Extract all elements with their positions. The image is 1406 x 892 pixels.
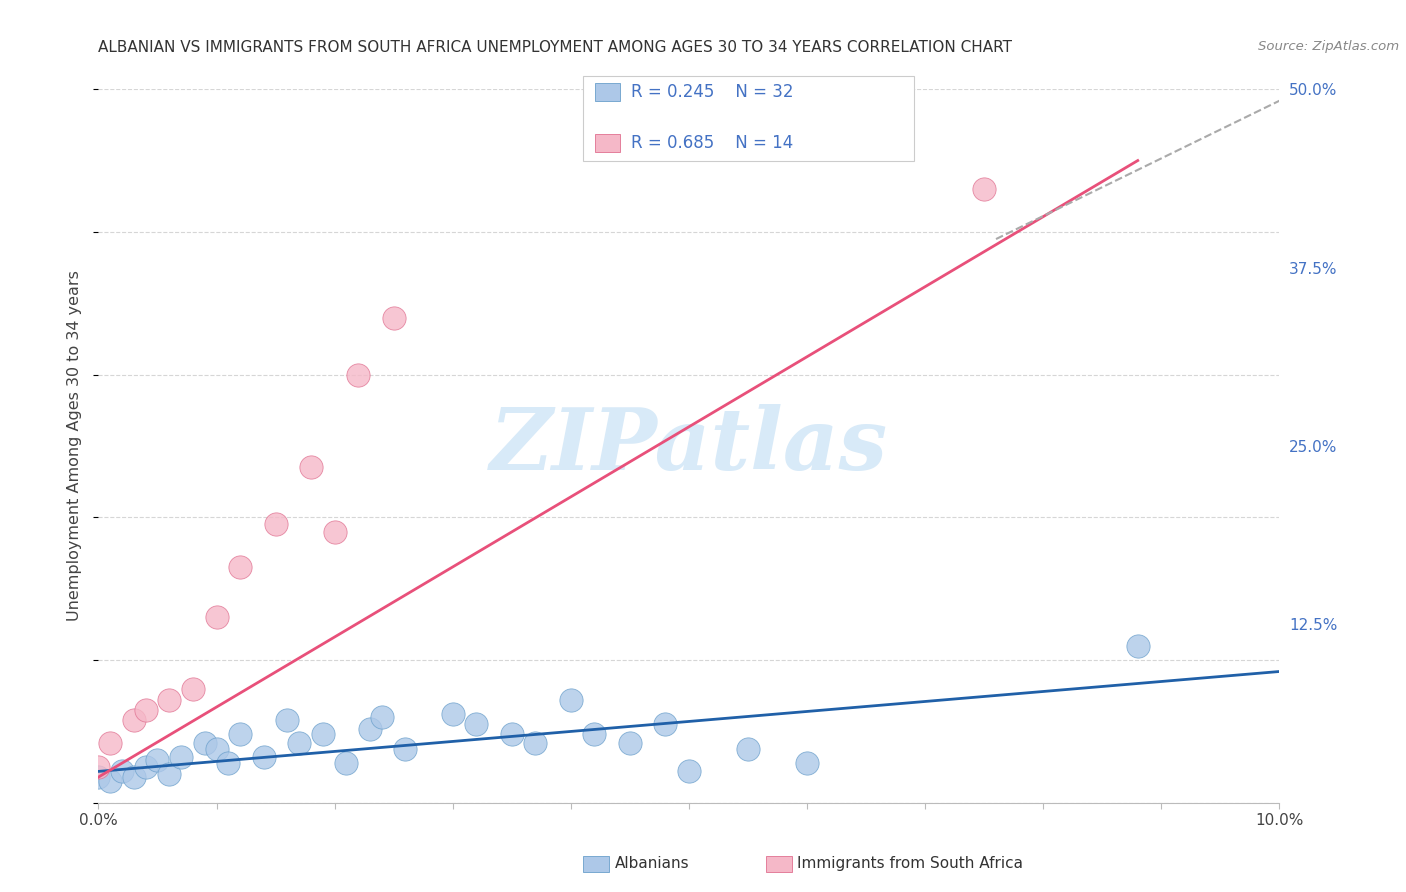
Text: ZIPatlas: ZIPatlas [489,404,889,488]
Point [737,741,759,756]
Point [87,770,110,784]
Point [619,736,641,750]
Point [654,717,676,731]
Point [323,524,346,539]
Y-axis label: Unemployment Among Ages 30 to 34 years: Unemployment Among Ages 30 to 34 years [67,270,83,622]
Point [135,760,157,774]
Point [335,756,357,770]
Text: ALBANIAN VS IMMIGRANTS FROM SOUTH AFRICA UNEMPLOYMENT AMONG AGES 30 TO 34 YEARS : ALBANIAN VS IMMIGRANTS FROM SOUTH AFRICA… [98,40,1012,55]
Point [371,710,394,724]
Point [583,727,606,741]
Point [253,750,276,764]
Point [1126,639,1149,653]
Point [111,764,134,779]
Point [394,741,416,756]
Point [157,693,180,707]
Point [98,736,121,750]
Point [524,736,547,750]
Point [312,727,335,741]
Point [501,727,523,741]
Text: Source: ZipAtlas.com: Source: ZipAtlas.com [1258,40,1399,54]
Point [973,182,995,196]
Point [205,741,228,756]
Point [264,517,287,532]
Point [229,727,252,741]
Point [194,736,217,750]
Point [288,736,311,750]
Point [122,713,145,727]
Point [465,717,488,731]
Text: R = 0.245    N = 32: R = 0.245 N = 32 [631,83,794,101]
Point [122,770,145,784]
Point [382,310,405,325]
Point [135,703,157,717]
Point [441,707,464,722]
Point [98,774,121,789]
Point [157,767,180,781]
Point [560,693,582,707]
Point [299,460,322,475]
Point [146,753,169,767]
Text: R = 0.685    N = 14: R = 0.685 N = 14 [631,134,793,152]
Text: Albanians: Albanians [614,856,689,871]
Point [678,764,700,779]
Point [205,610,228,624]
Point [181,681,204,696]
Point [796,756,818,770]
Point [359,722,381,736]
Point [87,760,110,774]
Point [229,560,252,574]
Point [347,368,370,382]
Point [170,750,193,764]
Point [276,713,298,727]
Point [217,756,239,770]
Text: Immigrants from South Africa: Immigrants from South Africa [797,856,1024,871]
